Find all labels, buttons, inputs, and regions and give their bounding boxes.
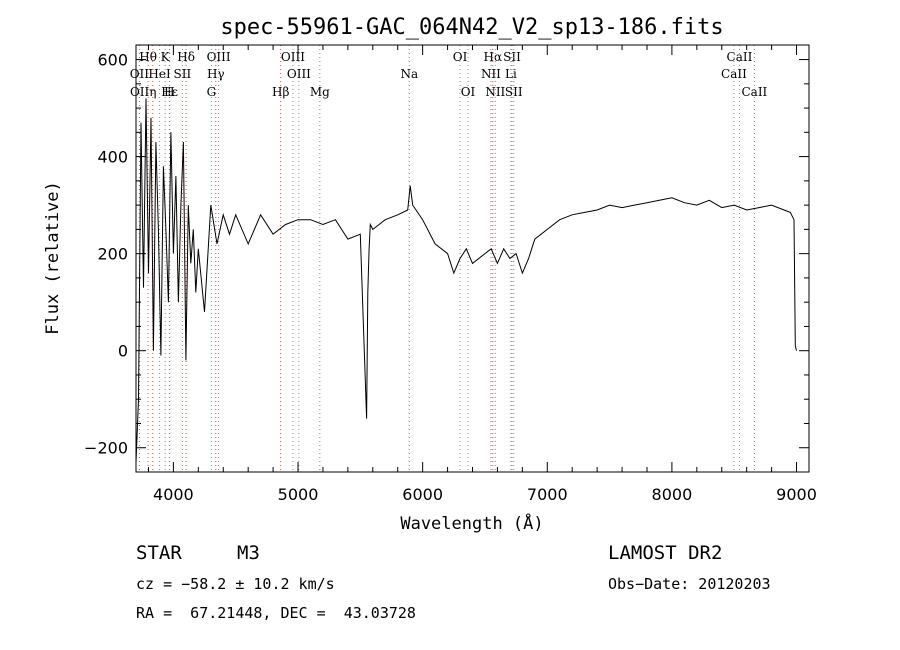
line-marker-label: OIII — [281, 50, 305, 64]
line-marker-label: SII — [505, 85, 523, 99]
line-marker-label: OIII — [207, 50, 231, 64]
line-marker-label: OI — [461, 85, 476, 99]
spectrum-line — [135, 98, 797, 463]
line-marker-label: Hα — [484, 50, 503, 64]
line-marker-label: η — [149, 85, 156, 99]
y-tick-label: 0 — [118, 342, 128, 361]
obs-date: Obs−Date: 20120203 — [608, 575, 771, 593]
survey-name: LAMOST DR2 — [608, 542, 723, 564]
y-tick-label: 600 — [97, 51, 128, 70]
line-marker-label: SII — [174, 67, 192, 81]
line-marker-label: Hβ — [272, 85, 289, 99]
spectrum-series — [135, 98, 797, 463]
x-axis-label: Wavelength (Å) — [400, 512, 543, 534]
line-marker-label: NII — [485, 85, 505, 99]
line-marker-label: Li — [505, 67, 517, 81]
y-tick-label: −200 — [84, 439, 128, 458]
line-marker-label: Hδ — [177, 50, 195, 64]
coordinates: RA = 67.21448, DEC = 43.03728 — [136, 604, 416, 622]
line-marker-label: Na — [400, 67, 418, 81]
x-tick-label: 8000 — [652, 485, 693, 504]
y-axis-ticks: −200 0 200 400 600 — [84, 51, 809, 458]
line-marker-label: SII — [503, 50, 521, 64]
y-axis-label: Flux (relative) — [43, 181, 63, 335]
line-marker-label: OIII — [287, 67, 311, 81]
object-class: STAR — [136, 542, 182, 564]
x-tick-label: 4000 — [153, 485, 194, 504]
plot-frame — [135, 44, 810, 473]
line-marker-label: H — [164, 85, 174, 99]
line-marker-label: Mg — [310, 85, 330, 99]
line-marker-label: OII — [130, 85, 150, 99]
line-marker-label: Hε — [161, 85, 178, 99]
y-tick-label: 200 — [97, 245, 128, 264]
x-tick-label: 6000 — [402, 485, 443, 504]
redshift-cz: cz = −58.2 ± 10.2 km/s — [136, 575, 335, 593]
line-marker-label: CaII — [721, 67, 747, 81]
line-marker-label: HeI — [148, 67, 171, 81]
line-marker-label: Hθ — [139, 50, 157, 64]
line-marker-label: CaII — [741, 85, 767, 99]
y-tick-label: 400 — [97, 148, 128, 167]
x-tick-label: 9000 — [776, 485, 817, 504]
object-subclass: M3 — [237, 542, 260, 564]
line-marker-label: G — [207, 85, 217, 99]
x-tick-label: 5000 — [278, 485, 319, 504]
line-marker-label: K — [161, 50, 171, 64]
line-marker-label: Hγ — [207, 67, 225, 81]
chart-title: spec-55961-GAC_064N42_V2_sp13-186.fits — [220, 15, 723, 40]
line-marker-label: CaII — [727, 50, 753, 64]
x-axis-ticks: 4000 5000 6000 7000 8000 9000 — [147, 45, 817, 504]
x-tick-label: 7000 — [527, 485, 568, 504]
line-marker-label: OI — [453, 50, 468, 64]
line-marker-label: NII — [481, 67, 501, 81]
